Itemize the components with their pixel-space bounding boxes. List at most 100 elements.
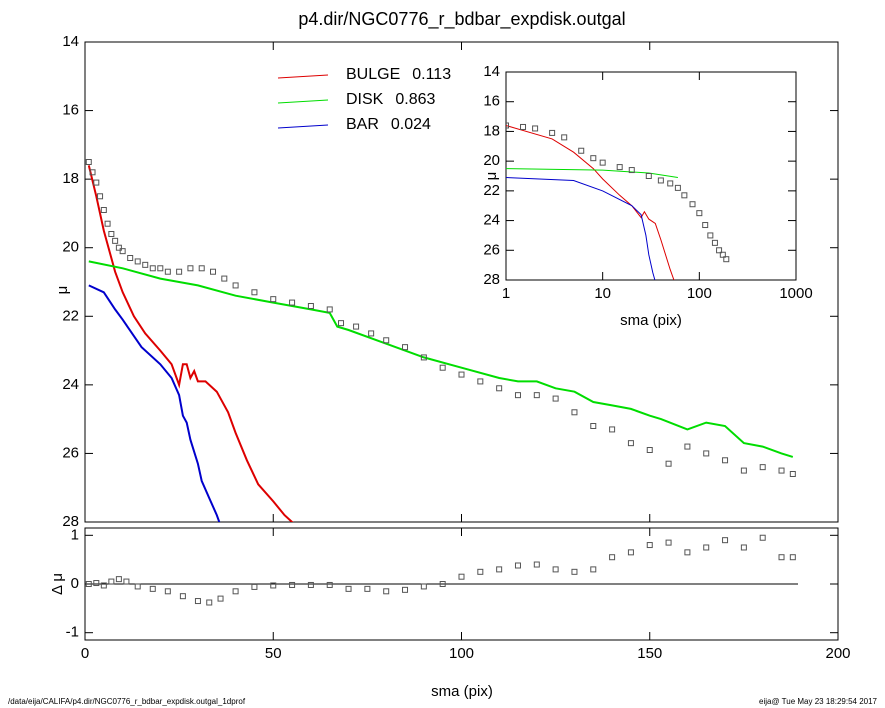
data-point	[719, 251, 726, 258]
data-point	[179, 593, 186, 600]
y-tick-label: 26	[483, 241, 500, 258]
data-point	[123, 578, 130, 585]
data-point	[657, 177, 664, 184]
legend-value: 0.024	[391, 116, 431, 133]
data-point	[217, 595, 224, 602]
y-tick-label: 16	[483, 93, 500, 110]
data-point	[149, 585, 156, 592]
data-point	[115, 244, 122, 251]
data-point	[164, 588, 171, 595]
data-point	[85, 581, 92, 587]
data-point	[696, 210, 703, 217]
y-tick-label: 20	[62, 239, 79, 256]
data-point	[104, 220, 111, 227]
data-point	[206, 599, 213, 606]
data-point	[645, 173, 652, 179]
data-point	[402, 344, 409, 351]
data-point	[115, 576, 122, 583]
y-tick-label: 18	[62, 170, 79, 187]
data-point	[368, 330, 375, 337]
data-point	[571, 409, 578, 416]
data-point	[326, 306, 333, 313]
data-point	[627, 549, 634, 556]
data-point	[194, 598, 201, 605]
x-axis-label: sma (pix)	[620, 312, 682, 329]
data-point	[85, 159, 92, 165]
y-tick-label: 14	[62, 33, 79, 50]
x-tick-label: 150	[637, 645, 662, 662]
series-group	[506, 122, 730, 280]
data-point	[665, 539, 672, 546]
data-point	[590, 423, 597, 429]
data-point	[689, 201, 696, 208]
plot-frame	[505, 71, 797, 281]
data-point	[716, 247, 723, 254]
legend-label: DISK	[346, 91, 384, 108]
y-axis-label: μ	[54, 286, 71, 295]
x-tick-label: 1000	[779, 285, 812, 302]
data-point	[703, 544, 710, 551]
legend-swatch	[277, 124, 329, 129]
data-point	[353, 323, 360, 330]
y-tick-label: -1	[66, 624, 79, 641]
y-tick-label: 22	[62, 307, 79, 324]
series-line	[506, 168, 678, 178]
y-tick-label: 18	[483, 122, 500, 139]
footer-left: /data/eija/CALIFA/p4.dir/NGC0776_r_bdbar…	[8, 697, 246, 706]
series-group	[85, 534, 796, 606]
data-point	[477, 568, 484, 575]
legend-value: 0.863	[395, 91, 435, 108]
y-tick-label: 0	[71, 575, 79, 592]
data-point	[187, 265, 194, 272]
data-point	[759, 534, 766, 541]
data-point	[578, 147, 585, 154]
data-point	[134, 583, 141, 590]
data-point	[307, 581, 314, 588]
y-tick-label: 1	[71, 526, 79, 543]
data-point	[740, 544, 747, 551]
plot-frame	[84, 41, 839, 523]
data-point	[93, 580, 100, 587]
data-point	[439, 581, 446, 587]
x-tick-label: 10	[594, 285, 611, 302]
data-point	[164, 268, 171, 275]
data-point	[684, 549, 691, 556]
data-point	[251, 289, 258, 296]
data-point	[520, 123, 527, 130]
data-point	[533, 561, 540, 568]
data-point	[740, 467, 747, 474]
data-point	[667, 180, 674, 187]
data-point	[533, 392, 540, 399]
data-point	[420, 354, 427, 361]
data-point	[251, 583, 258, 590]
x-tick-label: 0	[81, 645, 89, 662]
data-point	[93, 179, 100, 186]
y-axis-label: μ	[483, 172, 500, 181]
data-point	[232, 588, 239, 595]
data-point	[778, 554, 785, 561]
y-tick-label: 26	[62, 444, 79, 461]
y-tick-label: 24	[483, 212, 500, 229]
series-line	[88, 260, 794, 458]
data-point	[100, 582, 107, 589]
data-point	[149, 265, 156, 272]
chart-title: p4.dir/NGC0776_r_bdbar_expdisk.outgal	[298, 9, 625, 30]
data-point	[514, 562, 521, 569]
data-point	[628, 167, 635, 174]
data-point	[232, 282, 239, 289]
data-point	[552, 566, 559, 573]
data-point	[119, 248, 126, 255]
data-point	[338, 320, 345, 327]
data-point	[665, 460, 672, 467]
x-tick-label: 100	[449, 645, 474, 662]
data-point	[599, 159, 606, 166]
data-point	[674, 184, 681, 191]
legend-swatch	[277, 74, 329, 79]
y-tick-label: 24	[62, 376, 79, 393]
data-point	[100, 207, 107, 213]
data-point	[590, 566, 597, 573]
data-point	[420, 583, 427, 590]
legend-value: 0.113	[412, 66, 451, 83]
series-line	[506, 177, 656, 280]
data-point	[561, 134, 568, 141]
